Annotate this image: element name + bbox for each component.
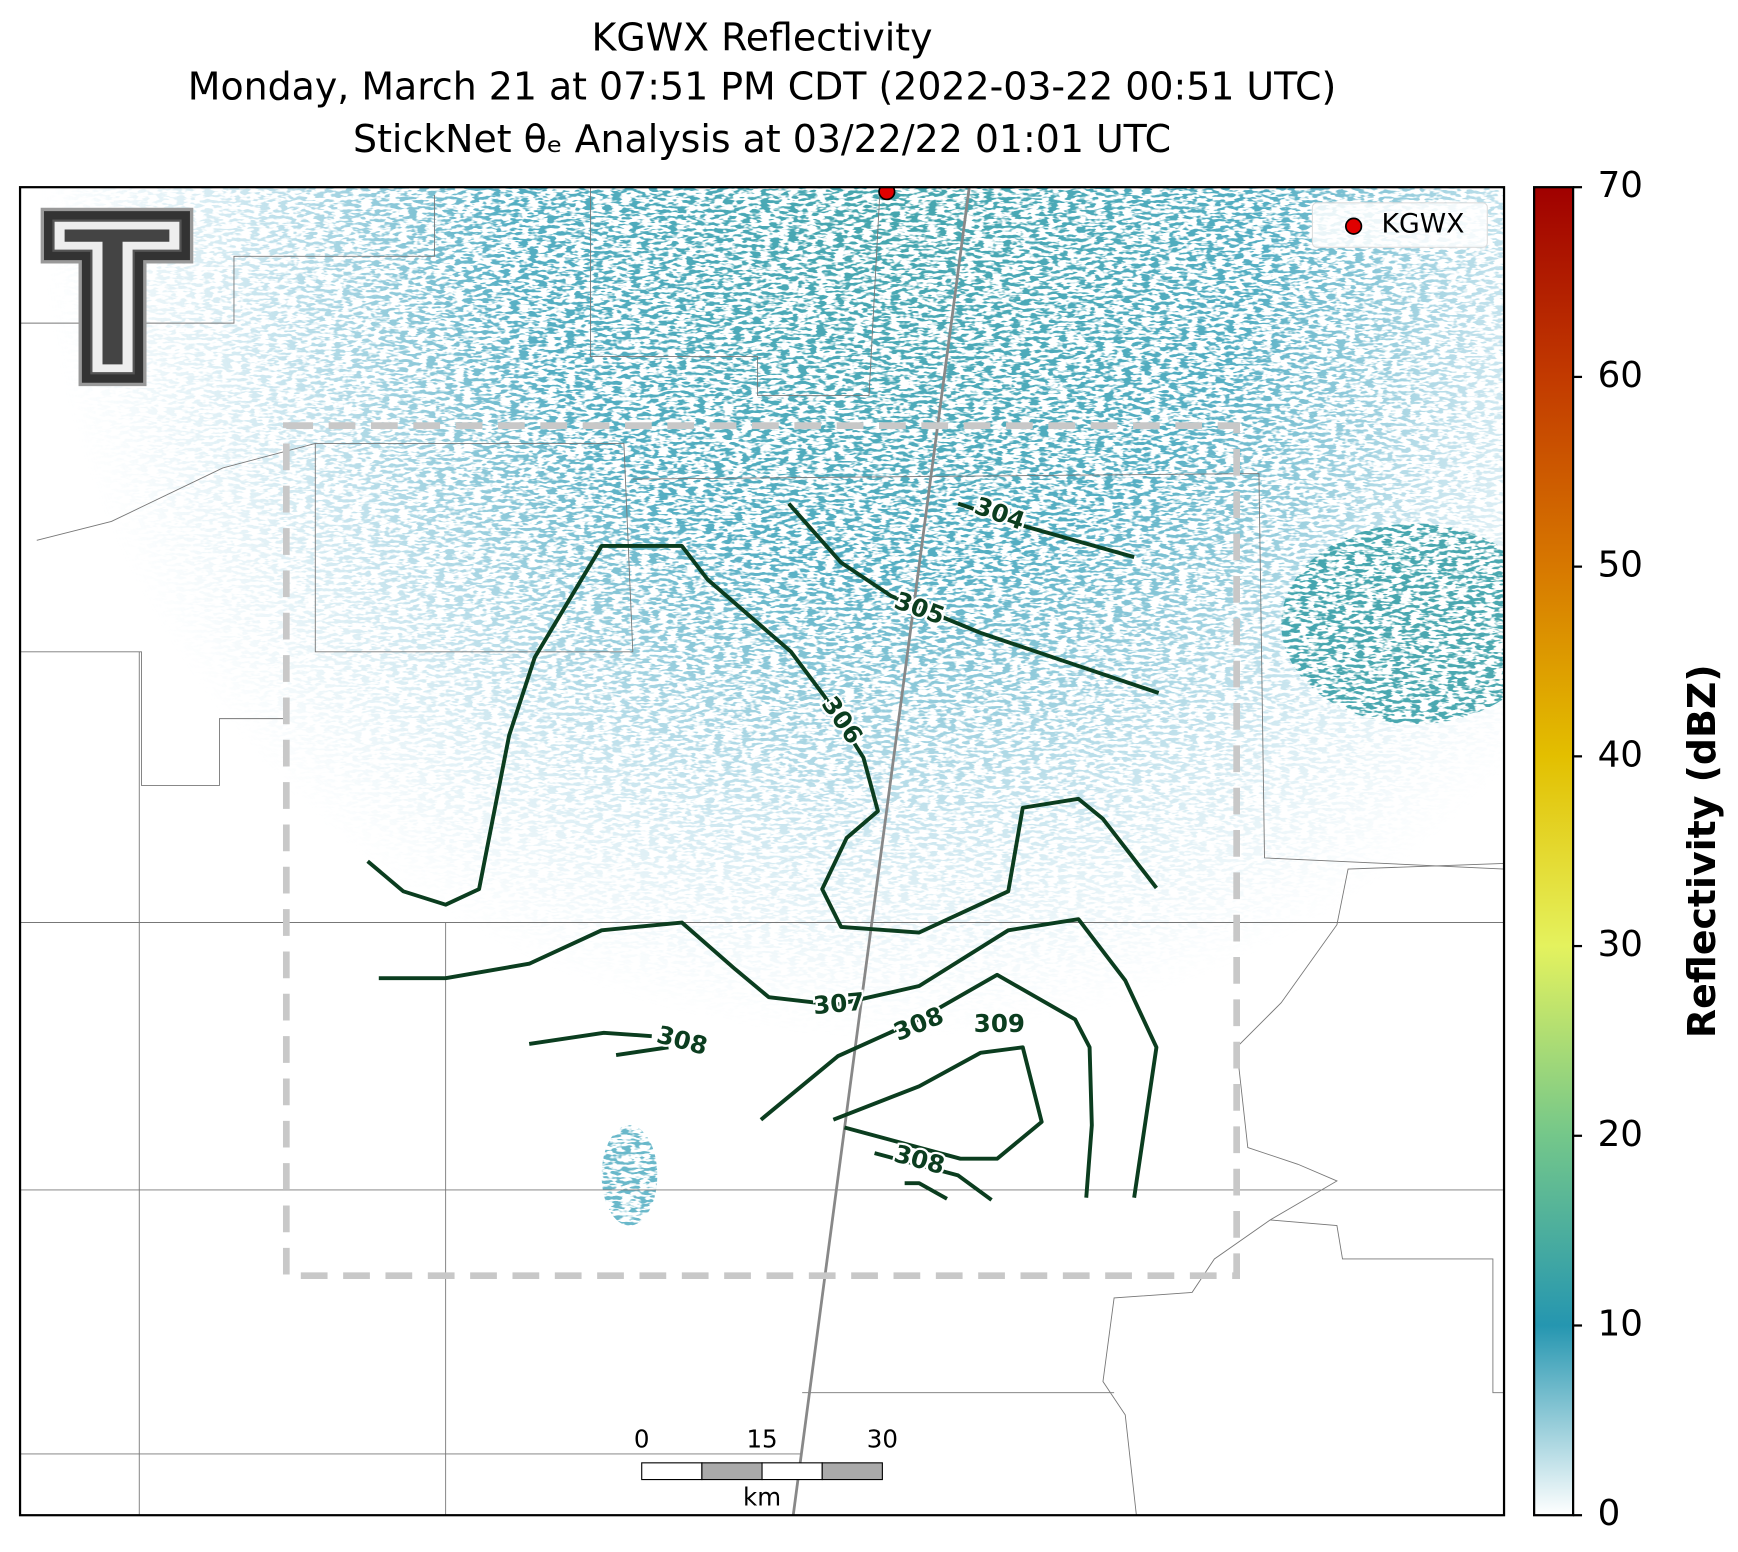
scale-unit: km	[743, 1482, 781, 1511]
colorbar-fill	[1533, 186, 1575, 1517]
contour-line	[366, 543, 1158, 935]
contour-label: 307	[812, 987, 865, 1020]
scale-bar: 0 15 30 km	[634, 1425, 898, 1512]
contour-line	[528, 1030, 652, 1046]
colorbar: 0 10 20 30 40 50 60 70	[1533, 165, 1643, 1534]
logo	[40, 207, 194, 387]
contour-line	[874, 1151, 993, 1202]
subtitle: Monday, March 21 at 07:51 PM CDT (2022-0…	[188, 65, 1336, 109]
tick-label: 60	[1598, 355, 1643, 396]
legend-box	[1311, 202, 1488, 248]
contour-label: 309	[974, 1009, 1025, 1038]
tick-label: 20	[1598, 1114, 1643, 1155]
radar-site	[878, 187, 896, 201]
scale-segment	[641, 1462, 703, 1481]
scale-label: 0	[634, 1425, 650, 1454]
contour-line	[759, 972, 1094, 1198]
subtitle: StickNet θₑ Analysis at 03/22/22 01:01 U…	[353, 117, 1171, 161]
analysis-domain	[282, 422, 1240, 1280]
colorbar-label: Reflectivity (dBZ)	[1680, 664, 1724, 1038]
reflectivity	[20, 187, 1505, 1516]
contour-line	[957, 501, 1135, 559]
tick-label: 40	[1598, 734, 1643, 775]
tick-label: 70	[1598, 165, 1643, 206]
map-frame	[18, 186, 1506, 1517]
legend-marker	[1345, 217, 1363, 235]
contour-line	[904, 1181, 948, 1201]
contour-line	[787, 502, 1160, 695]
county-lines	[20, 187, 1505, 1516]
tick-label: 0	[1598, 1493, 1621, 1534]
highway	[791, 187, 971, 1516]
scale-label: 15	[746, 1425, 777, 1454]
tick-label: 10	[1598, 1303, 1643, 1344]
legend: KGWX	[1311, 202, 1488, 248]
title: KGWX Reflectivity	[592, 16, 933, 60]
contour-line	[615, 1045, 669, 1058]
contour-line	[832, 1045, 1044, 1161]
scale-segment	[821, 1462, 883, 1481]
contour-line	[378, 917, 1159, 1198]
tick-label: 30	[1598, 924, 1643, 965]
scale-label: 30	[867, 1425, 898, 1454]
scale-segment	[701, 1462, 763, 1481]
tick-label: 50	[1598, 545, 1643, 586]
scale-segment	[761, 1462, 823, 1481]
legend-label: KGWX	[1381, 209, 1464, 240]
